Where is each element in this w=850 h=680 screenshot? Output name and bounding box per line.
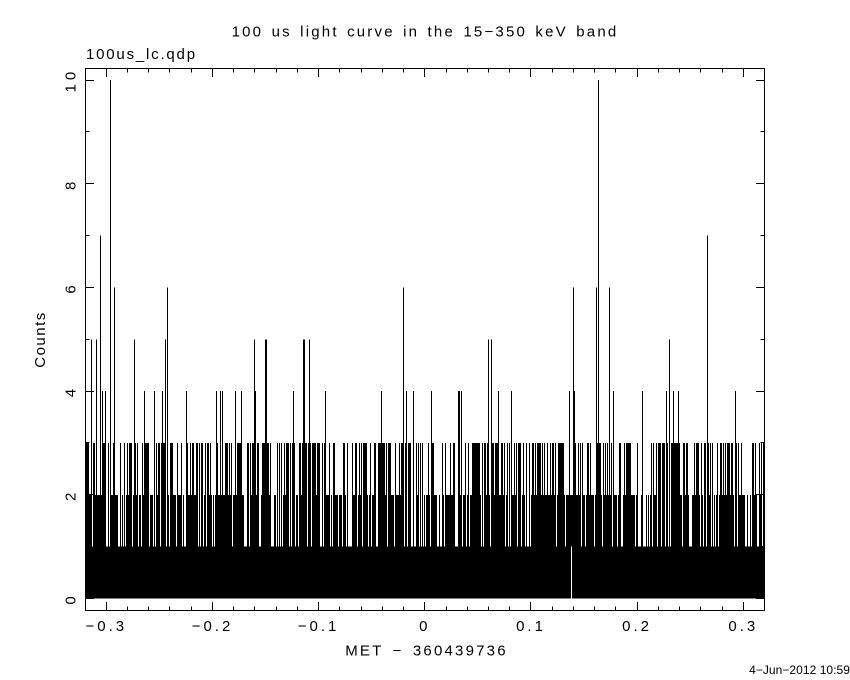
svg-text:0.3: 0.3 [728,618,758,635]
svg-text:4−Jun−2012 10:59: 4−Jun−2012 10:59 [749,663,850,677]
svg-text:−0.1: −0.1 [298,618,340,635]
svg-text:6: 6 [63,281,80,293]
svg-text:0: 0 [419,618,430,635]
svg-text:−0.3: −0.3 [85,618,127,635]
svg-text:−0.2: −0.2 [192,618,234,635]
svg-text:8: 8 [63,178,80,190]
svg-text:MET − 360439736: MET − 360439736 [345,643,508,660]
svg-text:0: 0 [63,592,80,604]
svg-text:0.2: 0.2 [622,618,652,635]
svg-text:10: 10 [63,68,80,93]
svg-text:100us_lc.qdp: 100us_lc.qdp [86,46,197,63]
svg-text:100 us light curve in the 15−3: 100 us light curve in the 15−350 keV ban… [232,24,619,41]
svg-text:4: 4 [63,385,80,397]
svg-text:Counts: Counts [32,311,49,368]
svg-text:2: 2 [63,489,80,501]
svg-text:0.1: 0.1 [516,618,546,635]
